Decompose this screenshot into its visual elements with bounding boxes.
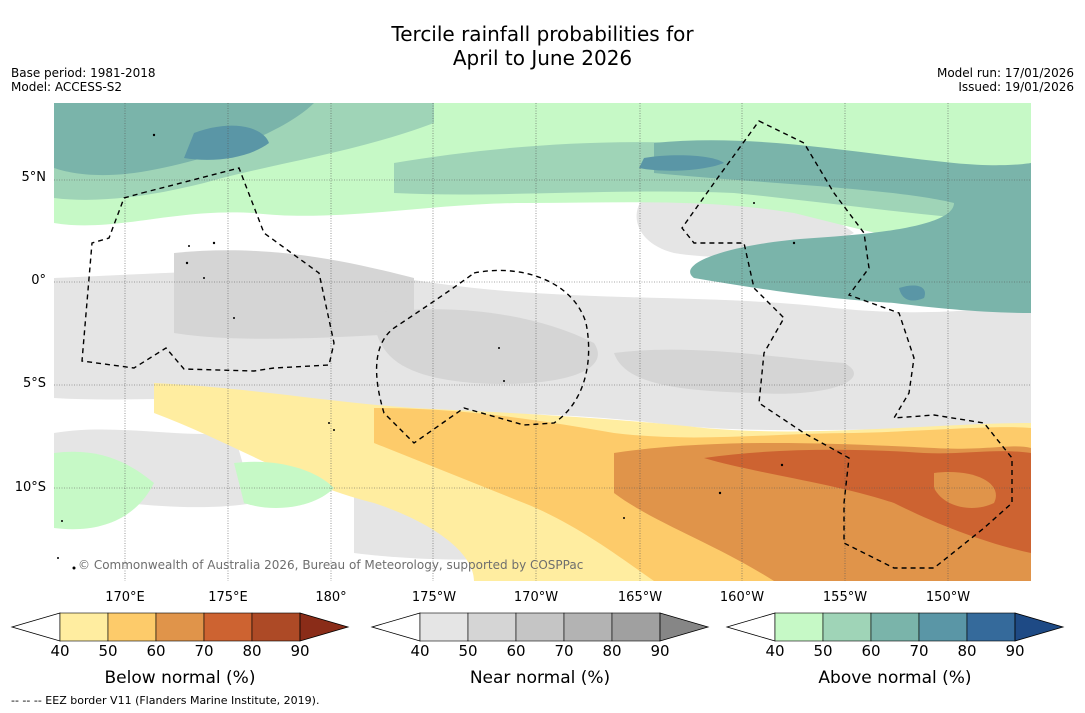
colorbar-segment xyxy=(419,612,469,642)
colorbar-segment xyxy=(774,612,824,642)
colorbar-near-normal xyxy=(370,612,710,642)
colorbar-tick-label: 50 xyxy=(98,642,118,660)
colorbar-segment xyxy=(155,612,205,642)
colorbar-segment xyxy=(467,612,517,642)
colorbar-tick-label: 40 xyxy=(765,642,785,660)
meta-right: Model run: 17/01/2026 Issued: 19/01/2026 xyxy=(937,66,1074,94)
rainfall-probability-map xyxy=(54,103,1031,581)
colorbar-tick-label: 80 xyxy=(957,642,977,660)
lon-tick-170e: 170°E xyxy=(105,590,145,605)
colorbar-segment xyxy=(59,612,109,642)
title-line-1: Tercile rainfall probabilities for xyxy=(391,22,694,46)
colorbar-segment xyxy=(515,612,565,642)
eez-border-kiribati-cook xyxy=(681,120,1013,569)
colorbar-tick-label: 50 xyxy=(813,642,833,660)
colorbar-tick-label: 70 xyxy=(194,642,214,660)
colorbar-arrow-high xyxy=(659,612,710,642)
colorbar-arrow-low xyxy=(10,612,61,642)
colorbar-tick-label: 70 xyxy=(909,642,929,660)
colorbar-below-normal xyxy=(10,612,350,642)
colorbar-tick-label: 80 xyxy=(242,642,262,660)
eez-border-tokelau xyxy=(375,269,590,444)
lat-tick-5s: 5°S xyxy=(22,376,46,391)
issued-date: Issued: 19/01/2026 xyxy=(958,80,1074,94)
colorbar-title-near: Near normal (%) xyxy=(469,668,611,688)
colorbar-arrow-high xyxy=(299,612,350,642)
attribution-text: © Commonwealth of Australia 2026, Bureau… xyxy=(78,558,584,572)
colorbar-segment xyxy=(251,612,301,642)
colorbar-segment xyxy=(563,612,613,642)
colorbar-tick-label: 60 xyxy=(146,642,166,660)
colorbar-tick-label: 90 xyxy=(650,642,670,660)
colorbar-tick-label: 70 xyxy=(554,642,574,660)
lon-tick-175e: 175°E xyxy=(208,590,248,605)
colorbar-segment xyxy=(918,612,968,642)
eez-borders xyxy=(81,120,1013,569)
colorbar-arrow-low xyxy=(370,612,421,642)
lon-tick-180: 180° xyxy=(315,590,347,605)
islands xyxy=(57,133,796,570)
colorbar-title-below: Below normal (%) xyxy=(104,668,256,688)
above-normal-70-east xyxy=(654,140,1031,313)
base-period: Base period: 1981-2018 xyxy=(11,66,156,80)
colorbar-tick-label: 40 xyxy=(410,642,430,660)
lon-tick-175w: 175°W xyxy=(411,590,457,605)
lon-tick-160w: 160°W xyxy=(719,590,765,605)
lon-tick-150w: 150°W xyxy=(925,590,971,605)
lon-tick-170w: 170°W xyxy=(513,590,559,605)
above-normal-s-patch xyxy=(234,461,334,508)
near-normal-60-patch-3 xyxy=(614,349,854,394)
lat-tick-5n: 5°N xyxy=(21,170,47,185)
map-title: Tercile rainfall probabilities for April… xyxy=(0,22,1085,70)
eez-border-tuvalu xyxy=(81,167,335,372)
above-normal-sw-patch xyxy=(54,451,154,530)
colorbar-tick-label: 40 xyxy=(50,642,70,660)
colorbar-tick-label: 90 xyxy=(290,642,310,660)
below-normal-inner-patch xyxy=(934,472,996,508)
above-normal-80-patch-1 xyxy=(184,125,269,160)
colorbar-tick-label: 50 xyxy=(458,642,478,660)
colorbar-segment xyxy=(966,612,1016,642)
above-normal-80-patch-3 xyxy=(899,285,925,301)
model-run: Model run: 17/01/2026 xyxy=(936,66,1074,80)
colorbar-tick-label: 90 xyxy=(1005,642,1025,660)
colorbar-segment xyxy=(107,612,157,642)
meta-left: Base period: 1981-2018 Model: ACCESS-S2 xyxy=(11,66,156,94)
gridlines xyxy=(54,103,1031,581)
colorbar-arrow-low xyxy=(725,612,776,642)
colorbar-segment xyxy=(870,612,920,642)
colorbar-segment xyxy=(203,612,253,642)
colorbar-segment xyxy=(822,612,872,642)
title-line-2: April to June 2026 xyxy=(452,46,633,70)
colorbar-above-normal xyxy=(725,612,1065,642)
lon-tick-165w: 165°W xyxy=(617,590,663,605)
eez-legend-note: -- -- -- EEZ border V11 (Flanders Marine… xyxy=(11,694,320,707)
colorbar-tick-label: 80 xyxy=(602,642,622,660)
above-normal-70-nw xyxy=(54,103,314,176)
lon-tick-155w: 155°W xyxy=(822,590,868,605)
lat-tick-10s: 10°S xyxy=(14,480,46,495)
lat-tick-0: 0° xyxy=(31,273,46,288)
above-normal-80-patch-2 xyxy=(639,155,724,171)
colorbar-title-above: Above normal (%) xyxy=(818,668,972,688)
colorbar-arrow-high xyxy=(1014,612,1065,642)
near-normal-60-patch-2 xyxy=(374,309,598,384)
colorbar-tick-label: 60 xyxy=(861,642,881,660)
colorbar-segment xyxy=(611,612,661,642)
model-name: Model: ACCESS-S2 xyxy=(11,80,123,94)
colorbar-tick-label: 60 xyxy=(506,642,526,660)
near-normal-60-patch-1 xyxy=(174,250,414,339)
